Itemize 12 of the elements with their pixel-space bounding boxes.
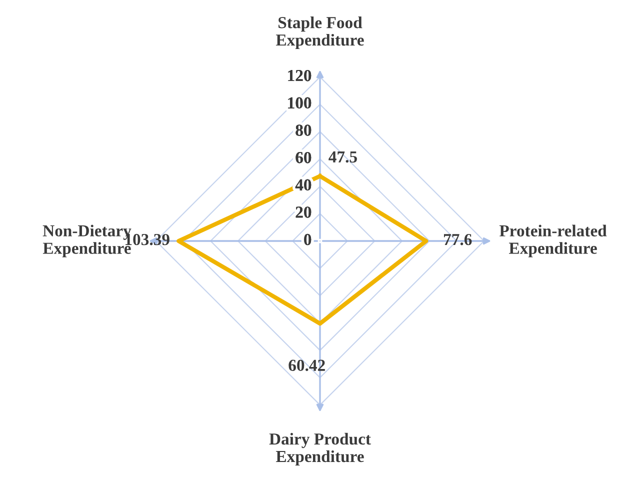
spoke-label: Staple Food Expenditure xyxy=(276,16,364,50)
y-tick-label: 120 xyxy=(288,70,312,82)
spoke-label: Dairy Product Expenditure xyxy=(269,432,371,466)
y-tick-label: 20 xyxy=(296,206,312,218)
data-label: 47.5 xyxy=(328,151,357,163)
y-tick-label: 60 xyxy=(296,152,312,164)
data-label: 60.42 xyxy=(288,360,325,372)
spoke-label: Protein-related Expenditure xyxy=(499,224,607,258)
y-tick-label: 0 xyxy=(304,234,312,246)
data-label: 77.6 xyxy=(444,234,472,246)
y-tick-label: 100 xyxy=(288,97,312,109)
y-tick-label: 80 xyxy=(296,124,312,136)
